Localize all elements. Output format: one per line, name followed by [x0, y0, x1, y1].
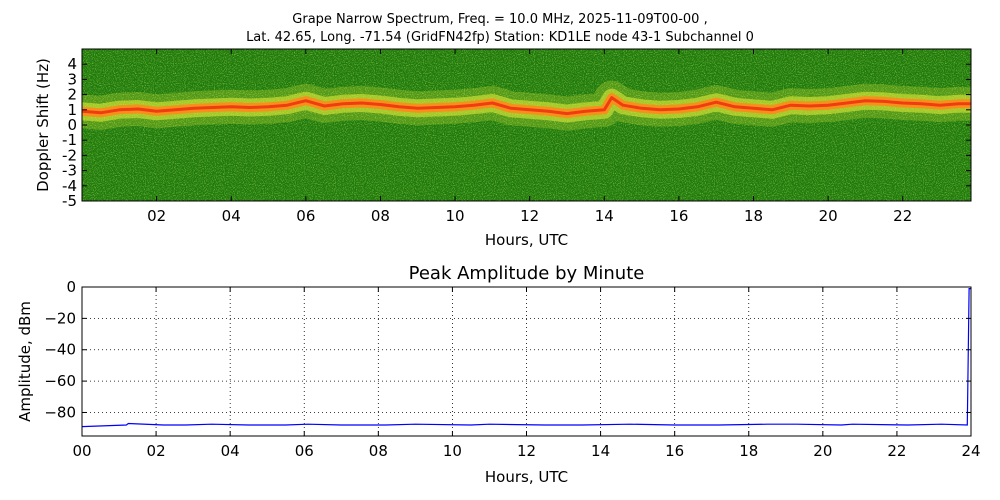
x-tick-label: 02: [147, 207, 166, 225]
series-group: [82, 288, 971, 428]
spectrogram-chart: 02 04 06 08 10 12 14 16 18 20 2243210-1-2-3-4-5Hou…: [34, 48, 972, 249]
y-tick-label: 0: [67, 116, 77, 134]
x-tick-label: 18: [744, 207, 763, 225]
y-tick-label: -1: [62, 131, 77, 149]
y-tick-label: 3: [67, 70, 77, 88]
y-tick-label: -2: [62, 146, 77, 164]
y-tick-label: −80: [44, 403, 76, 421]
spectrogram-noise: [82, 49, 971, 201]
y-tick-label: 1: [67, 101, 77, 119]
x-tick-label: 08: [369, 442, 388, 460]
x-tick-label: 04: [222, 207, 241, 225]
x-tick-label: 16: [669, 207, 688, 225]
x-tick-label: 08: [371, 207, 390, 225]
y-tick-label: −60: [44, 372, 76, 390]
y-axis-label: Doppler Shift (Hz): [34, 58, 52, 192]
x-axis-label: Hours, UTC: [485, 231, 568, 249]
y-tick-label: 0: [66, 278, 76, 296]
y-tick-label: -5: [62, 192, 77, 210]
x-tick-label: 06: [295, 442, 314, 460]
amplitude-chart-title: Peak Amplitude by Minute: [409, 263, 645, 284]
y-tick-label: 2: [67, 86, 77, 104]
x-tick-label: 10: [443, 442, 462, 460]
x-tick-label: 14: [591, 442, 610, 460]
y-tick-label: -4: [62, 177, 77, 195]
amplitude-chart: 00 02 04 06 08 10 12 14 16 18 20 22 24 0 −20 −40 −60 −80 P…: [16, 263, 981, 486]
x-tick-label: 14: [595, 207, 614, 225]
x-tick-label: 06: [296, 207, 315, 225]
x-tick-label: 12: [517, 442, 536, 460]
x-tick-label: 12: [520, 207, 539, 225]
x-tick-label: 10: [446, 207, 465, 225]
x-tick-label: 22: [887, 442, 906, 460]
y-axis-label: Amplitude, dBm: [16, 301, 34, 422]
y-tick-label: 4: [67, 55, 77, 73]
x-tick-label: 02: [147, 442, 166, 460]
signal-trace-group: [82, 80, 971, 131]
x-tick-label: 16: [665, 442, 684, 460]
figure-title-line-1: Grape Narrow Spectrum, Freq. = 10.0 MHz,…: [292, 12, 708, 27]
amplitude-series-line: [82, 288, 971, 428]
x-tick-label: 00: [72, 442, 91, 460]
x-axis-label: Hours, UTC: [485, 468, 568, 486]
x-tick-label: 20: [813, 442, 832, 460]
amplitude-background: [82, 287, 971, 436]
y-tick-label: −20: [44, 309, 76, 327]
y-tick-label: -3: [62, 162, 77, 180]
x-tick-label: 18: [739, 442, 758, 460]
y-tick-label: −40: [44, 341, 76, 359]
x-tick-label: 04: [221, 442, 240, 460]
figure-title-line-2: Lat. 42.65, Long. -71.54 (GridFN42fp) St…: [246, 30, 754, 45]
signal-trace-band-3: [82, 96, 971, 116]
x-tick-label: 20: [819, 207, 838, 225]
x-tick-label: 22: [893, 207, 912, 225]
x-tick-label: 24: [961, 442, 980, 460]
